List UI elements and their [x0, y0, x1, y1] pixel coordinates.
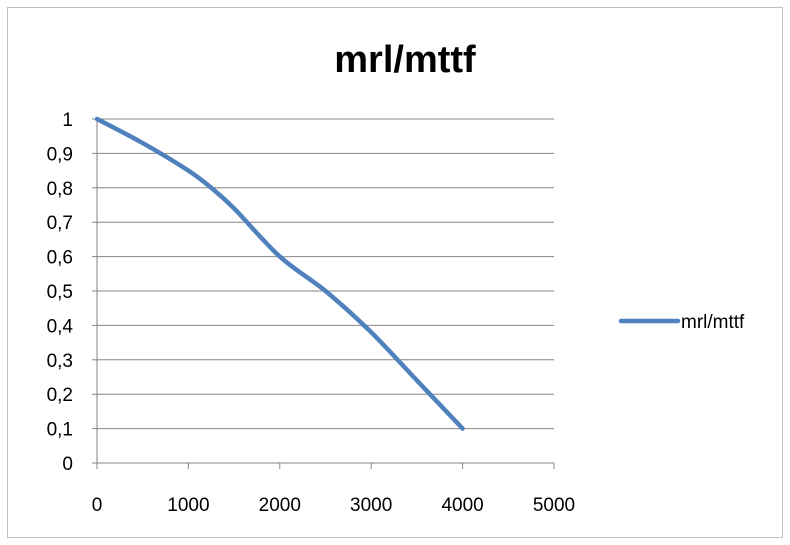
x-tick-label: 4000: [441, 495, 483, 516]
y-tick-label: 0,6: [47, 248, 73, 269]
y-tick-label: 0,7: [47, 213, 73, 234]
axes: 0 0,1 0,2 0,3 0,4 0,5 0,6 0,7 0,8 0,9 1 0 1000 2000 30…: [47, 110, 576, 516]
series-layer: [94, 116, 465, 431]
x-tick-label: 3000: [350, 495, 392, 516]
chart-frame: [7, 7, 783, 538]
y-tick-label: 1: [62, 110, 73, 131]
y-tick-label: 0,1: [47, 420, 73, 441]
y-tick-label: 0,4: [47, 316, 74, 337]
x-tick-label: 1000: [167, 495, 209, 516]
y-tick-label: 0,5: [47, 282, 73, 303]
series-line: [94, 116, 465, 431]
x-tick-label: 2000: [259, 495, 301, 516]
x-tick-label: 5000: [533, 495, 575, 516]
legend: mrl/mttf: [618, 312, 745, 333]
y-tick-label: 0,2: [47, 385, 73, 406]
y-tick-label: 0,3: [47, 351, 73, 372]
y-tick-label: 0,9: [47, 144, 73, 165]
x-tick-label: 0: [92, 495, 103, 516]
y-tick-label: 0: [62, 454, 73, 475]
chart-title: mrl/mttf: [334, 39, 476, 81]
gridlines: [97, 118, 554, 430]
legend-label: mrl/mttf: [681, 312, 745, 333]
y-tick-label: 0,8: [47, 179, 73, 200]
